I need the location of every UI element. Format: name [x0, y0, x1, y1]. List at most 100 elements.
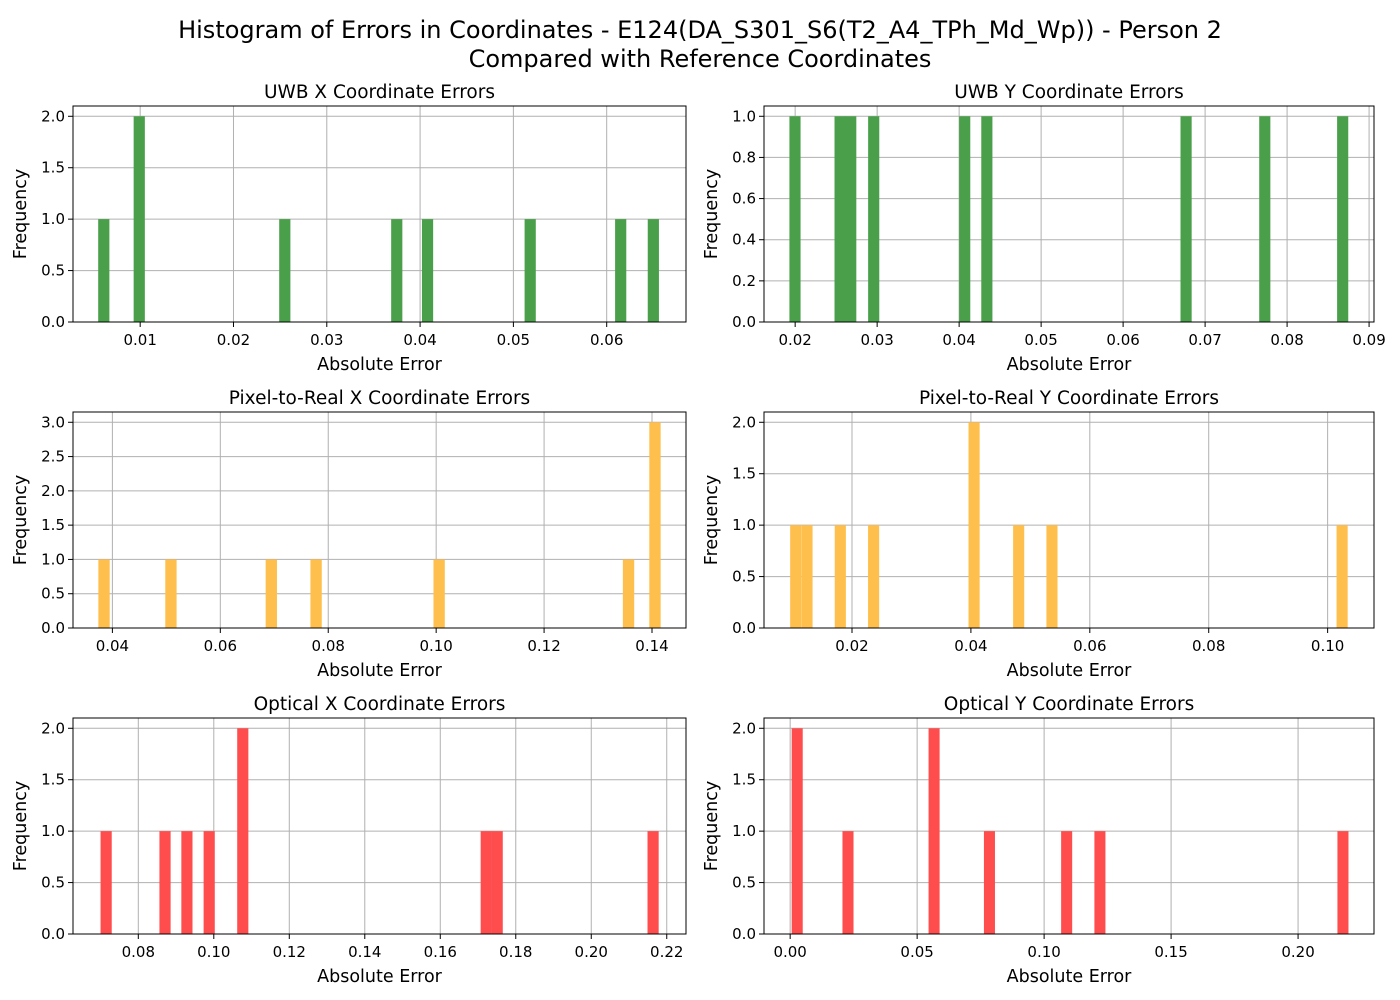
y-tick-label: 1.0: [41, 210, 65, 228]
y-tick-label: 0.0: [41, 619, 65, 637]
histogram-bar: [480, 831, 492, 934]
histogram-bar: [959, 116, 971, 323]
x-axis-label: Absolute Error: [317, 661, 443, 681]
subplot-title: UWB Y Coordinate Errors: [954, 82, 1184, 103]
x-tick-label: 0.14: [635, 637, 668, 655]
x-axis-label: Absolute Error: [317, 355, 443, 375]
histogram-bar: [791, 728, 803, 934]
x-tick-label: 0.10: [197, 943, 230, 961]
y-tick-label: 1.0: [732, 822, 756, 840]
histogram-bar: [524, 219, 536, 322]
y-tick-label: 0.0: [41, 925, 65, 943]
x-axis-label: Absolute Error: [317, 967, 443, 987]
y-axis-label: Frequency: [702, 781, 722, 871]
histogram-bar: [159, 831, 171, 934]
histogram-bar: [790, 525, 802, 628]
y-tick-label: 0.5: [41, 262, 65, 280]
x-tick-label: 0.04: [96, 637, 129, 655]
y-tick-label: 3.0: [41, 413, 65, 431]
x-tick-label: 0.09: [1352, 331, 1385, 349]
x-tick-label: 0.12: [273, 943, 306, 961]
y-axis-label: Frequency: [11, 781, 31, 871]
histogram-bar: [100, 831, 112, 934]
histogram-bar: [649, 422, 661, 628]
histogram-bar: [842, 831, 854, 934]
axes-frame: [763, 105, 1375, 323]
histogram-bar: [98, 559, 110, 628]
y-tick-label: 0.4: [732, 231, 756, 249]
x-tick-label: 0.00: [773, 943, 806, 961]
y-tick-label: 0.5: [41, 874, 65, 892]
y-tick-label: 0.0: [732, 313, 756, 331]
x-tick-label: 0.07: [1188, 331, 1221, 349]
histogram-bar: [279, 219, 291, 322]
x-tick-label: 0.02: [835, 637, 868, 655]
x-tick-label: 0.02: [217, 331, 250, 349]
x-tick-label: 0.18: [499, 943, 532, 961]
histogram-bar: [845, 116, 857, 323]
histogram-bar: [265, 559, 277, 628]
y-tick-label: 0.0: [41, 313, 65, 331]
x-tick-label: 0.20: [575, 943, 608, 961]
histogram-bar: [647, 219, 659, 322]
x-tick-label: 0.15: [1154, 943, 1187, 961]
y-tick-label: 0.5: [732, 568, 756, 586]
y-tick-label: 1.0: [41, 550, 65, 568]
y-tick-label: 2.0: [41, 482, 65, 500]
x-tick-label: 0.01: [123, 331, 156, 349]
axes-frame: [72, 717, 687, 935]
x-tick-label: 0.20: [1281, 943, 1314, 961]
y-tick-label: 2.0: [732, 413, 756, 431]
y-tick-label: 1.0: [732, 516, 756, 534]
x-tick-label: 0.05: [497, 331, 530, 349]
histogram-bar: [391, 219, 403, 322]
histogram-bar: [181, 831, 193, 934]
histogram-bar: [491, 831, 503, 934]
y-tick-label: 0.5: [732, 874, 756, 892]
histogram-bar: [165, 559, 177, 628]
histogram-bar: [647, 831, 659, 934]
x-tick-label: 0.08: [312, 637, 345, 655]
axes-frame: [72, 105, 687, 323]
subplot-title: Pixel-to-Real X Coordinate Errors: [229, 388, 530, 409]
histogram-bar: [310, 559, 322, 628]
histogram-bar: [1336, 525, 1348, 628]
x-tick-label: 0.02: [778, 331, 811, 349]
histogram-bar: [1259, 116, 1271, 323]
y-tick-label: 2.5: [41, 448, 65, 466]
x-axis-label: Absolute Error: [1007, 967, 1133, 987]
x-tick-label: 0.10: [1311, 637, 1344, 655]
subplot-title: Pixel-to-Real Y Coordinate Errors: [919, 388, 1219, 409]
histogram-bar: [622, 559, 635, 628]
y-axis-label: Frequency: [11, 475, 31, 565]
histogram-bar: [203, 831, 215, 934]
histogram-bar: [834, 525, 846, 628]
x-tick-label: 0.08: [1192, 637, 1225, 655]
x-tick-label: 0.10: [419, 637, 452, 655]
x-tick-label: 0.03: [310, 331, 343, 349]
y-tick-label: 1.5: [41, 516, 65, 534]
subplot-3: 0.04 0.06 0.08 0.10 0.12 0.14 0.0 0.5 1.0 1.5 2.0 2…: [11, 388, 687, 681]
y-tick-label: 1.5: [41, 159, 65, 177]
subplot-4: 0.02 0.04 0.06 0.08 0.10 0.0 0.5 1.0 1.5 2.0 Pixel…: [702, 388, 1375, 681]
histogram-bar: [433, 559, 445, 628]
histogram-bar: [1046, 525, 1058, 628]
x-axis-label: Absolute Error: [1007, 661, 1133, 681]
y-tick-label: 1.5: [732, 771, 756, 789]
histogram-bar: [868, 525, 880, 628]
x-tick-label: 0.05: [900, 943, 933, 961]
histogram-bar: [1337, 831, 1349, 934]
histogram-bar: [1013, 525, 1025, 628]
axes-frame: [72, 411, 687, 629]
y-tick-label: 0.2: [732, 272, 756, 290]
y-tick-label: 1.0: [41, 822, 65, 840]
histogram-bar: [928, 728, 940, 934]
x-tick-label: 0.08: [122, 943, 155, 961]
histogram-bar: [98, 219, 110, 322]
x-tick-label: 0.04: [942, 331, 975, 349]
histogram-bar: [983, 831, 995, 934]
y-tick-label: 1.5: [732, 465, 756, 483]
histogram-bar: [868, 116, 880, 323]
